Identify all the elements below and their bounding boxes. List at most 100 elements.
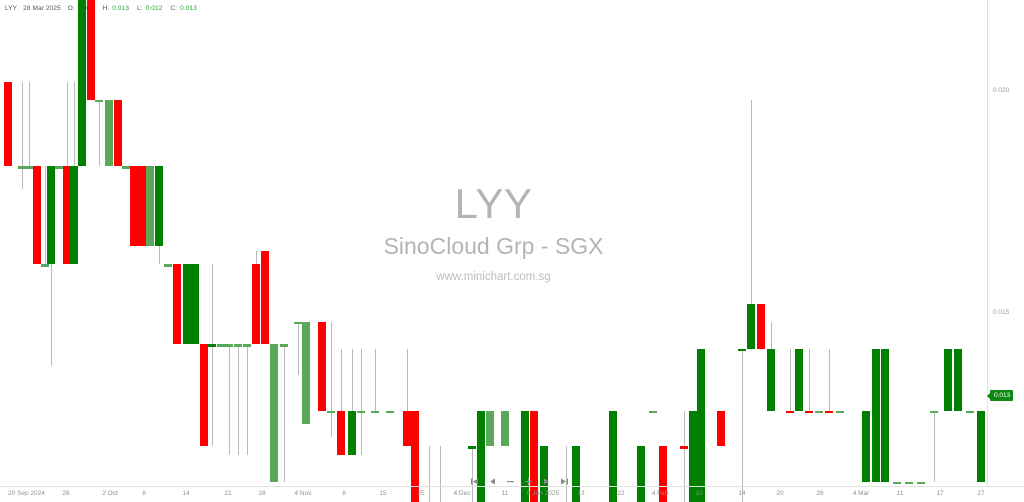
x-axis-tick: 4 Nov xyxy=(294,490,312,497)
candlestick xyxy=(659,16,667,502)
candlestick xyxy=(302,16,310,471)
chart-plot-area[interactable]: LYY SinoCloud Grp - SGX www.minichart.co… xyxy=(0,0,987,502)
x-axis-tick: 17 xyxy=(936,490,944,497)
candlestick xyxy=(836,16,844,471)
x-axis[interactable]: 20 Sep 2024 26 2 Oct 8 14 21 28 4 Nov 8 15 25 4 Dec… xyxy=(0,488,987,502)
candlestick xyxy=(183,16,191,471)
candlestick xyxy=(225,16,233,471)
candle-body xyxy=(795,348,803,411)
candle-body xyxy=(893,481,901,485)
candle-body xyxy=(540,446,548,502)
y-axis-tick: 0.015 xyxy=(993,309,1010,316)
candlestick xyxy=(55,16,63,471)
candlestick xyxy=(767,16,775,471)
x-axis-tick: 2 Oct xyxy=(102,490,118,497)
candlestick xyxy=(795,16,803,471)
candlestick xyxy=(243,16,251,471)
x-axis-tick: 8 xyxy=(342,490,346,497)
candlestick xyxy=(200,16,208,471)
y-axis[interactable]: 0.013 0.020 0.015 xyxy=(986,0,1024,487)
step-forward-icon xyxy=(542,477,551,486)
high-label: H: xyxy=(102,5,110,12)
candlestick xyxy=(881,16,889,482)
candle-body xyxy=(659,446,667,502)
x-axis-tick: 6 Jan 2025 xyxy=(526,490,560,497)
candle-body xyxy=(836,410,844,414)
candle-body xyxy=(70,166,78,265)
candlestick xyxy=(155,16,163,471)
skip-to-end-icon xyxy=(560,477,569,486)
candle-body xyxy=(294,321,302,325)
x-axis-tick: 20 Sep 2024 xyxy=(8,490,45,497)
zoom-out-button[interactable] xyxy=(506,477,515,486)
x-axis-tick: 14 xyxy=(738,490,746,497)
candlestick xyxy=(261,16,269,471)
candle-body xyxy=(114,99,122,167)
candle-body xyxy=(386,410,394,414)
candlestick xyxy=(468,16,476,502)
candle-wick xyxy=(742,348,743,502)
candle-wick xyxy=(829,348,830,411)
candle-body xyxy=(33,166,41,265)
candle-wick xyxy=(51,166,52,367)
x-axis-tick: 28 xyxy=(258,490,266,497)
candle-body xyxy=(146,166,154,247)
candle-wick xyxy=(45,166,46,265)
candlestick xyxy=(294,16,302,471)
candle-wick xyxy=(790,348,791,411)
candlestick xyxy=(917,16,925,485)
candle-body xyxy=(738,348,746,352)
candlestick xyxy=(173,16,181,471)
candle-wick xyxy=(472,446,473,502)
open-value: 0.012 xyxy=(78,3,95,14)
candle-body xyxy=(173,264,181,345)
candlestick xyxy=(436,16,444,502)
candle-wick xyxy=(229,344,230,456)
candle-body xyxy=(649,410,657,414)
candle-body xyxy=(261,250,269,345)
candle-body xyxy=(95,99,103,103)
candle-wick xyxy=(331,321,332,438)
candle-body xyxy=(47,166,55,265)
candle-body xyxy=(327,410,335,414)
zoom-in-button[interactable] xyxy=(524,477,533,486)
candlestick xyxy=(47,16,55,471)
candlestick xyxy=(586,16,594,471)
candle-wick xyxy=(341,348,342,456)
candle-body xyxy=(302,321,310,424)
candlestick xyxy=(234,16,242,471)
candle-body xyxy=(348,410,356,456)
skip-to-end-button[interactable] xyxy=(560,477,569,486)
candle-body xyxy=(477,410,485,502)
candle-wick xyxy=(684,410,685,502)
candle-body xyxy=(357,410,365,414)
low-value: 0.012 xyxy=(145,5,163,12)
candle-body xyxy=(805,410,813,414)
step-forward-button[interactable] xyxy=(542,477,551,486)
skip-to-start-button[interactable] xyxy=(470,477,479,486)
x-axis-tick: 21 xyxy=(224,490,232,497)
candle-wick xyxy=(298,321,299,376)
candlestick xyxy=(41,16,49,471)
close-value: 0.013 xyxy=(180,5,197,12)
candlestick xyxy=(572,16,580,502)
candle-body xyxy=(41,264,49,267)
playback-toolbar[interactable] xyxy=(470,475,569,487)
candle-body xyxy=(337,410,345,456)
x-axis-tick: 8 xyxy=(142,490,146,497)
candlestick xyxy=(130,16,138,471)
high-value: 0.013 xyxy=(112,5,130,12)
candle-wick xyxy=(284,344,285,482)
candle-body xyxy=(930,410,938,414)
x-axis-tick: 4 Mar xyxy=(852,490,870,497)
candlestick xyxy=(697,16,705,502)
candlestick xyxy=(930,16,938,482)
candle-body xyxy=(63,166,71,265)
step-back-button[interactable] xyxy=(488,477,497,486)
candle-body xyxy=(966,410,974,414)
close-label: C: xyxy=(170,5,178,12)
candle-body xyxy=(234,344,242,347)
candlestick xyxy=(966,16,974,471)
x-axis-tick: 14 xyxy=(182,490,190,497)
candlestick xyxy=(551,16,559,471)
